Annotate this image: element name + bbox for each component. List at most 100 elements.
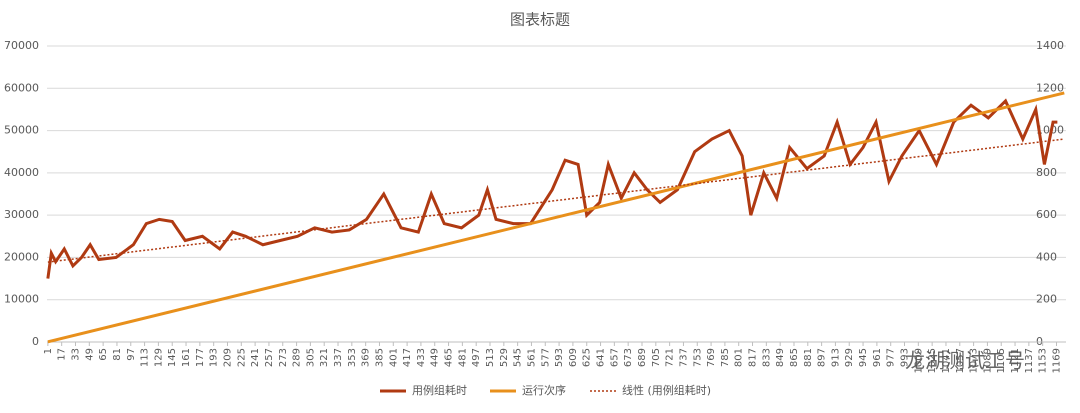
x-tick-label: 865 (789, 348, 800, 367)
legend-item: 用例组耗时 (380, 383, 467, 397)
x-tick-label: 721 (665, 348, 676, 367)
x-tick-label: 1 (43, 348, 54, 354)
chart-title: 图表标题 (510, 11, 570, 29)
x-tick-label: 657 (609, 348, 620, 367)
y-tick-label: 60000 (4, 81, 39, 94)
x-tick-label: 929 (844, 348, 855, 367)
x-tick-label: 1057 (955, 348, 966, 373)
x-tick-label: 433 (416, 348, 427, 367)
x-tick-label: 1121 (1010, 348, 1021, 373)
x-tick-label: 513 (485, 348, 496, 367)
x-tick-label: 497 (471, 348, 482, 367)
series-line (46, 98, 1058, 279)
x-tick-label: 529 (499, 348, 510, 367)
y2-tick-label: 1400 (1036, 39, 1064, 52)
x-tick-label: 577 (540, 348, 551, 367)
x-tick-label: 257 (264, 348, 275, 367)
x-tick-label: 1073 (969, 348, 980, 373)
x-tick-label: 705 (651, 348, 662, 367)
x-tick-label: 369 (361, 348, 372, 367)
x-tick-label: 1009 (913, 348, 924, 373)
x-tick-label: 993 (900, 348, 911, 367)
x-tick-label: 1025 (927, 348, 938, 373)
x-tick-label: 1137 (1024, 348, 1035, 373)
legend-label: 用例组耗时 (412, 383, 467, 397)
y-tick-label: 0 (32, 335, 39, 348)
x-tick-label: 737 (678, 348, 689, 367)
y-tick-label: 50000 (4, 124, 39, 137)
x-tick-label: 625 (582, 348, 593, 367)
y2-tick-label: 200 (1036, 293, 1057, 306)
x-tick-label: 33 (70, 348, 81, 361)
x-tick-label: 241 (250, 348, 261, 367)
x-tick-label: 465 (444, 348, 455, 367)
x-tick-label: 401 (388, 348, 399, 367)
x-tick-label: 801 (734, 348, 745, 367)
x-tick-label: 353 (347, 348, 358, 367)
x-tick-label: 1041 (941, 348, 952, 373)
x-tick-label: 385 (374, 348, 385, 367)
y-tick-label: 70000 (4, 39, 39, 52)
x-tick-label: 17 (57, 348, 68, 361)
x-tick-label: 1105 (996, 348, 1007, 373)
x-tick-label: 305 (305, 348, 316, 367)
x-tick-label: 609 (568, 348, 579, 367)
x-tick-label: 1089 (982, 348, 993, 373)
x-tick-label: 177 (195, 348, 206, 367)
x-tick-label: 65 (98, 348, 109, 361)
x-tick-label: 1169 (1052, 348, 1063, 373)
x-tick-label: 417 (402, 348, 413, 367)
x-tick-label: 161 (181, 348, 192, 367)
x-tick-label: 897 (817, 348, 828, 367)
x-tick-label: 337 (333, 348, 344, 367)
x-tick-label: 113 (140, 348, 151, 367)
x-tick-label: 961 (872, 348, 883, 367)
x-tick-label: 641 (596, 348, 607, 367)
x-tick-label: 481 (457, 348, 468, 367)
y2-tick-label: 1200 (1036, 81, 1064, 94)
y-tick-label: 30000 (4, 208, 39, 221)
x-tick-label: 673 (623, 348, 634, 367)
x-tick-label: 913 (830, 348, 841, 367)
x-tick-label: 129 (153, 348, 164, 367)
x-tick-label: 273 (278, 348, 289, 367)
x-tick-label: 753 (692, 348, 703, 367)
x-tick-label: 689 (637, 348, 648, 367)
y2-tick-label: 600 (1036, 208, 1057, 221)
x-tick-label: 97 (126, 348, 137, 361)
x-tick-label: 449 (430, 348, 441, 367)
x-tick-label: 785 (720, 348, 731, 367)
x-tick-label: 1153 (1038, 348, 1049, 373)
legend-item: 运行次序 (490, 383, 566, 397)
y2-tick-label: 400 (1036, 250, 1057, 263)
x-tick-label: 769 (706, 348, 717, 367)
x-tick-label: 209 (222, 348, 233, 367)
series-line (47, 91, 1065, 344)
x-tick-label: 945 (858, 348, 869, 367)
x-tick-label: 193 (209, 348, 220, 367)
y-tick-label: 20000 (4, 250, 39, 263)
x-tick-label: 977 (886, 348, 897, 367)
x-tick-label: 817 (748, 348, 759, 367)
x-tick-label: 145 (167, 348, 178, 367)
x-tick-label: 49 (84, 348, 95, 361)
x-tick-label: 593 (554, 348, 565, 367)
x-tick-label: 81 (112, 348, 123, 361)
x-tick-label: 881 (803, 348, 814, 367)
x-tick-label: 849 (775, 348, 786, 367)
y-tick-label: 10000 (4, 293, 39, 306)
x-tick-label: 545 (513, 348, 524, 367)
series-line (47, 138, 1065, 263)
legend-item: 线性 (用例组耗时) (590, 383, 711, 397)
legend-label: 运行次序 (522, 383, 566, 397)
x-tick-label: 225 (236, 348, 247, 367)
y-tick-label: 40000 (4, 166, 39, 179)
x-tick-label: 321 (319, 348, 330, 367)
x-tick-label: 561 (526, 348, 537, 367)
x-tick-label: 833 (761, 348, 772, 367)
legend-label: 线性 (用例组耗时) (622, 383, 711, 397)
watermark: 龙湖测试工号 (905, 349, 1025, 373)
x-tick-label: 289 (292, 348, 303, 367)
y2-tick-label: 800 (1036, 166, 1057, 179)
